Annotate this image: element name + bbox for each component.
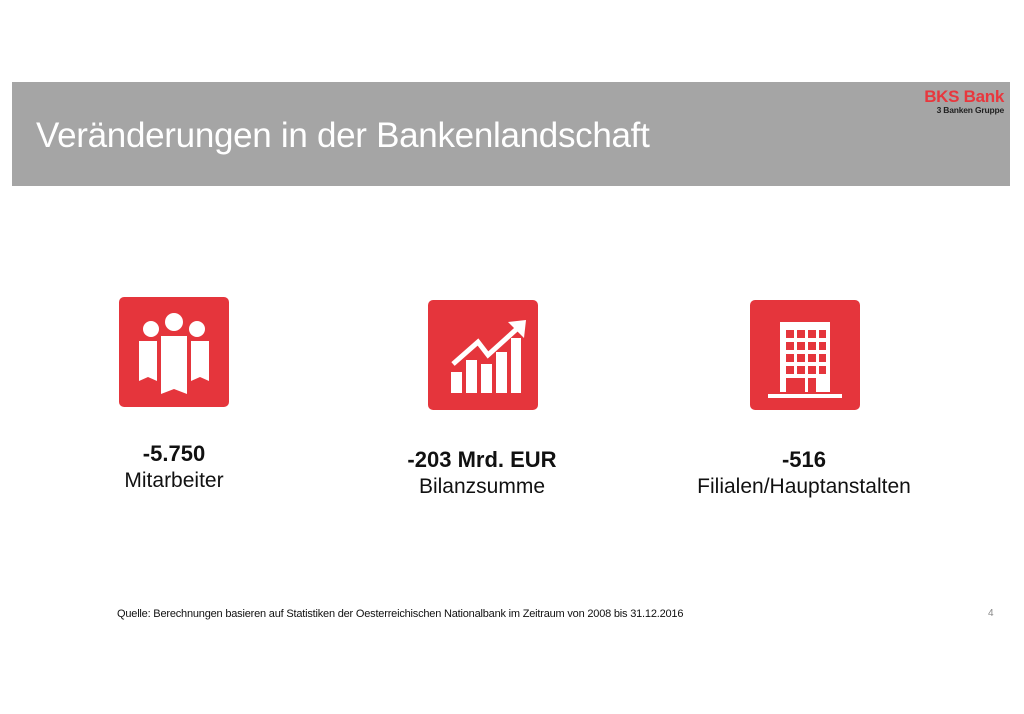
logo-main-text: BKS Bank [924, 87, 1004, 106]
building-icon [768, 322, 842, 398]
stat-value: -5.750 [142, 441, 206, 466]
stat-label: Filialen/Hauptanstalten [697, 475, 911, 498]
stat-employees: -5.750 Mitarbeiter [44, 441, 304, 495]
people-tile [119, 297, 229, 407]
stat-value: -203 Mrd. EUR [407, 447, 557, 472]
stat-branches: -516 Filialen/Hauptanstalten [674, 447, 934, 501]
bks-bank-logo: BKS Bank 3 Banken Gruppe [924, 88, 1004, 115]
page-number: 4 [988, 608, 994, 619]
stat-value: -516 [781, 447, 827, 472]
growth-chart-icon [451, 320, 526, 393]
source-note: Quelle: Berechnungen basieren auf Statis… [117, 608, 684, 620]
page-title: Veränderungen in der Bankenlandschaft [36, 116, 650, 155]
growth-tile [428, 300, 538, 410]
stat-balance-sheet: -203 Mrd. EUR Bilanzsumme [352, 447, 612, 501]
building-tile [750, 300, 860, 410]
stat-label: Bilanzsumme [418, 475, 546, 498]
stat-label: Mitarbeiter [124, 469, 224, 492]
logo-sub-text: 3 Banken Gruppe [936, 105, 1005, 115]
title-banner: Veränderungen in der Bankenlandschaft BK… [12, 82, 1010, 186]
people-icon [139, 313, 209, 394]
